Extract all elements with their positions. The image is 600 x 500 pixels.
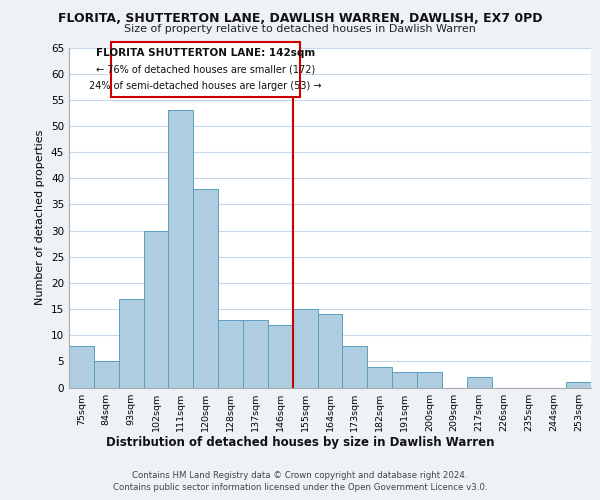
Text: ← 76% of detached houses are smaller (172): ← 76% of detached houses are smaller (17… <box>96 64 316 74</box>
Y-axis label: Number of detached properties: Number of detached properties <box>35 130 46 305</box>
Bar <box>218 320 243 388</box>
Bar <box>317 314 343 388</box>
Text: FLORITA, SHUTTERTON LANE, DAWLISH WARREN, DAWLISH, EX7 0PD: FLORITA, SHUTTERTON LANE, DAWLISH WARREN… <box>58 12 542 26</box>
Bar <box>293 309 317 388</box>
Bar <box>169 110 193 388</box>
Bar <box>417 372 442 388</box>
Text: FLORITA SHUTTERTON LANE: 142sqm: FLORITA SHUTTERTON LANE: 142sqm <box>96 48 316 58</box>
Bar <box>367 366 392 388</box>
Bar <box>119 298 143 388</box>
Bar <box>268 324 293 388</box>
Bar <box>111 42 300 97</box>
Text: Size of property relative to detached houses in Dawlish Warren: Size of property relative to detached ho… <box>124 24 476 34</box>
Text: Distribution of detached houses by size in Dawlish Warren: Distribution of detached houses by size … <box>106 436 494 449</box>
Bar <box>243 320 268 388</box>
Text: 24% of semi-detached houses are larger (53) →: 24% of semi-detached houses are larger (… <box>89 81 322 91</box>
Bar <box>392 372 417 388</box>
Bar <box>143 230 169 388</box>
Text: Contains HM Land Registry data © Crown copyright and database right 2024.: Contains HM Land Registry data © Crown c… <box>132 472 468 480</box>
Bar <box>94 362 119 388</box>
Bar <box>566 382 591 388</box>
Bar <box>193 188 218 388</box>
Bar <box>343 346 367 388</box>
Bar <box>69 346 94 388</box>
Text: Contains public sector information licensed under the Open Government Licence v3: Contains public sector information licen… <box>113 483 487 492</box>
Bar <box>467 377 491 388</box>
